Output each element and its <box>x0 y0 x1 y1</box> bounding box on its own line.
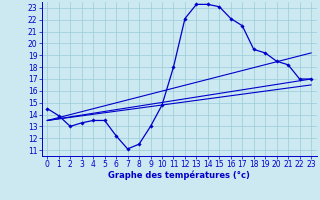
X-axis label: Graphe des températures (°c): Graphe des températures (°c) <box>108 171 250 180</box>
